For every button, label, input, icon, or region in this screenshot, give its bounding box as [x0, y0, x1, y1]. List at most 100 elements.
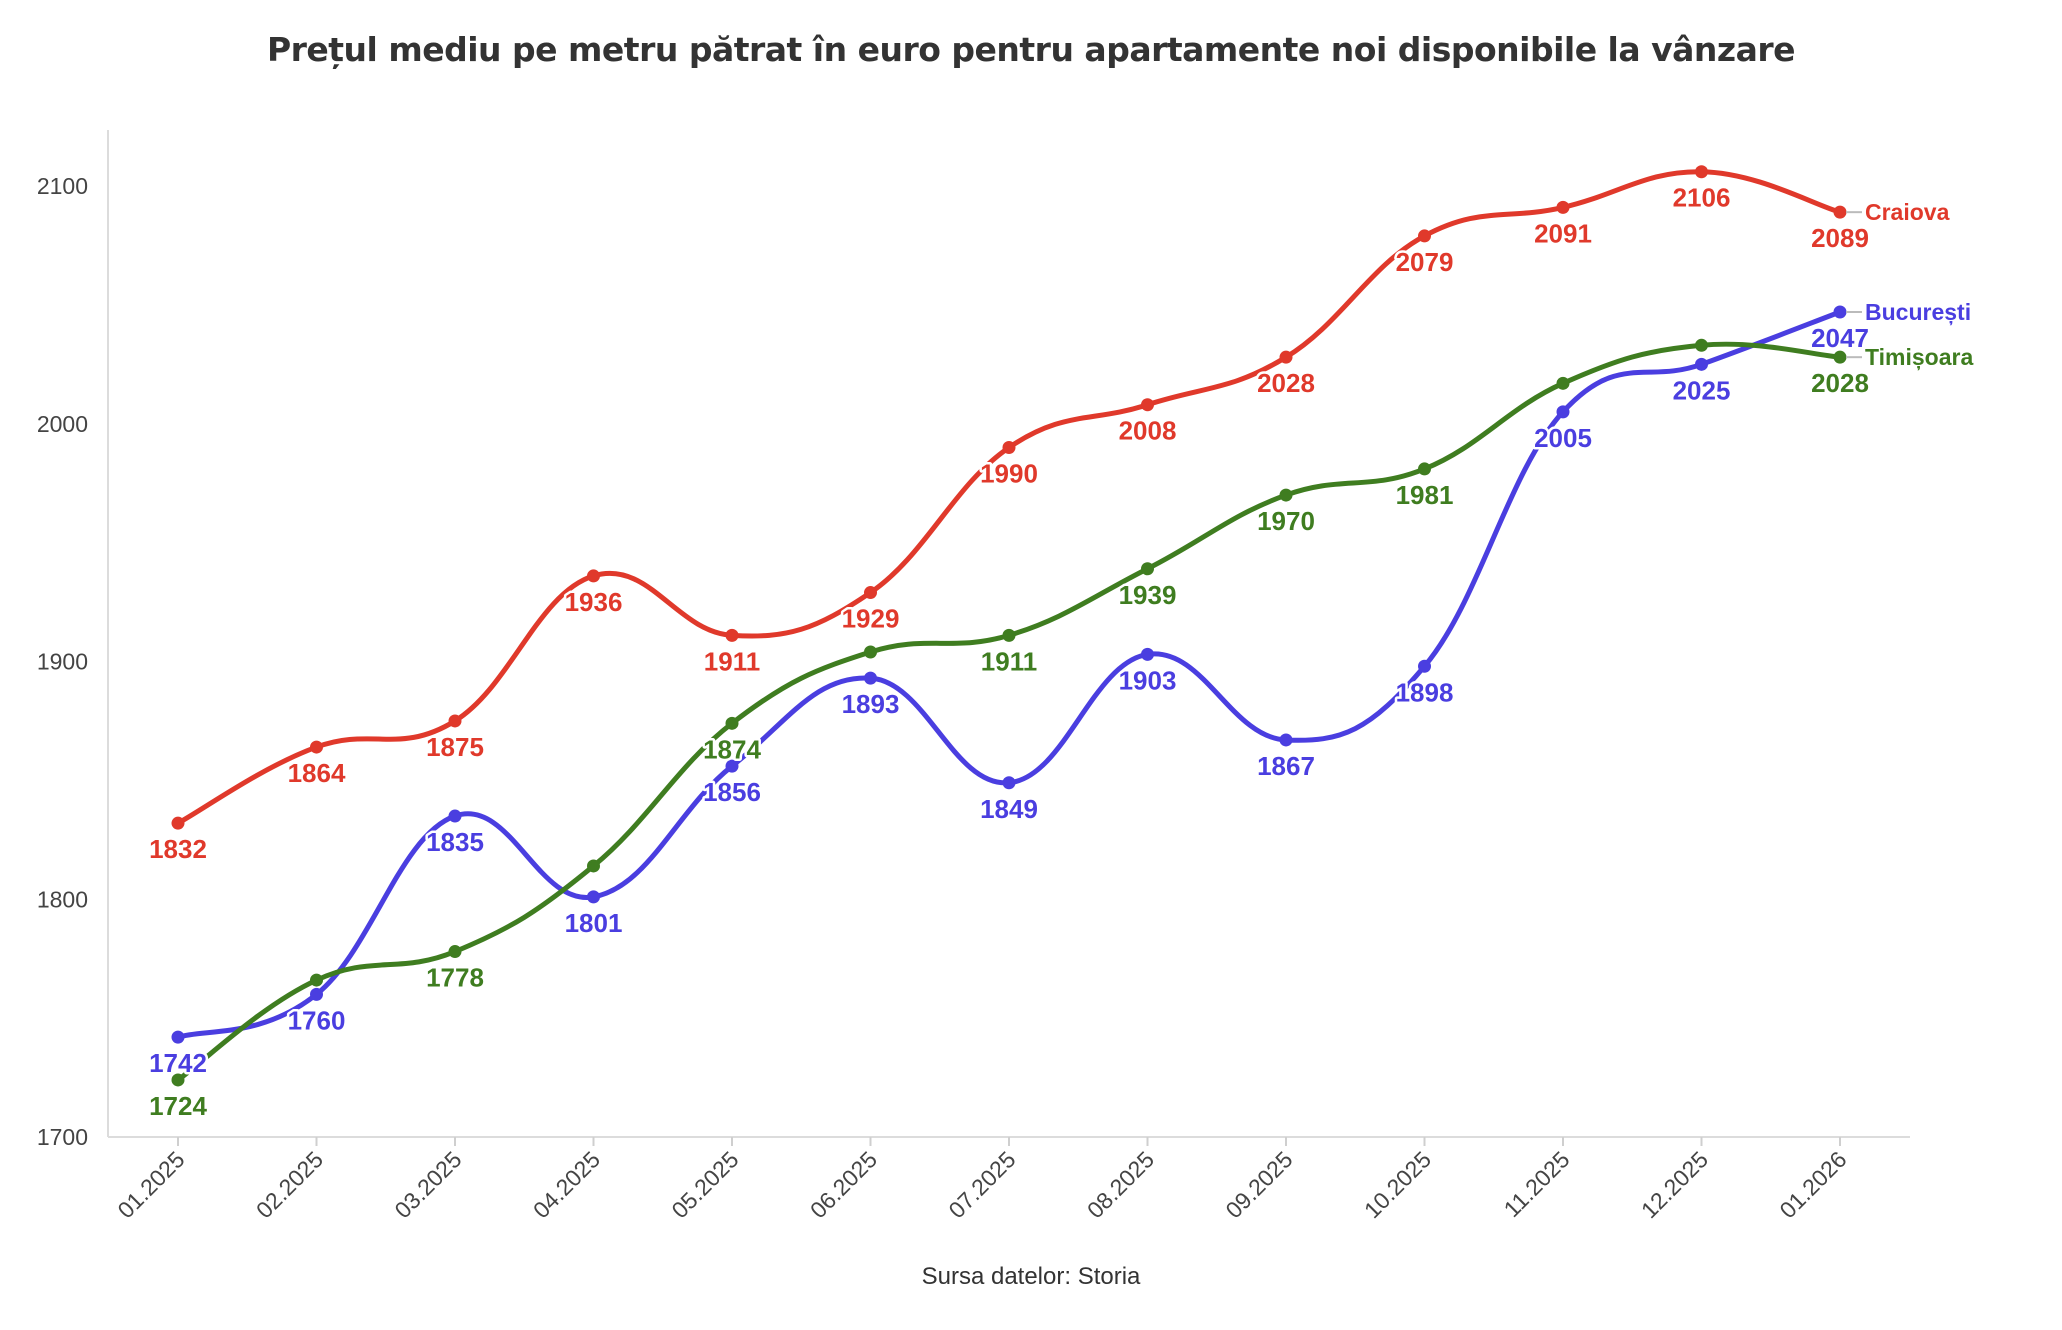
chart-source: Sursa datelor: Storia [921, 1263, 1141, 1290]
x-tick-label: 01.2025 [112, 1146, 189, 1223]
data-point-bucuresti [1279, 733, 1293, 747]
data-point-bucuresti [1418, 659, 1431, 673]
data-point-craiova [587, 569, 600, 583]
x-tick-label: 04.2025 [528, 1146, 605, 1223]
data-point-bucuresti [587, 890, 600, 904]
data-label-craiova: 2091 [1534, 218, 1592, 248]
data-label-bucuresti: 1801 [565, 908, 623, 938]
series-name-bucuresti: București [1865, 299, 1971, 326]
data-label-craiova: 1875 [426, 732, 484, 762]
x-tick-label: 10.2025 [1359, 1146, 1436, 1223]
x-tick-label: 02.2025 [251, 1146, 328, 1223]
data-point-craiova [1556, 200, 1570, 214]
data-label-bucuresti: 2025 [1673, 375, 1731, 405]
y-tick-label: 1800 [37, 886, 88, 912]
series-name-timisoara: Timișoara [1865, 344, 1973, 371]
data-point-craiova [1141, 398, 1154, 412]
data-point-bucuresti [1833, 305, 1847, 319]
data-point-craiova [1418, 229, 1431, 243]
data-label-craiova: 1936 [565, 587, 623, 617]
data-label-craiova: 2106 [1673, 183, 1731, 213]
chart-title: Prețul mediu pe metru pătrat în euro pen… [266, 30, 1796, 69]
series-points [171, 165, 1847, 1087]
data-point-craiova [171, 816, 185, 830]
data-label-timisoara: 1724 [149, 1091, 207, 1121]
data-label-bucuresti: 1760 [288, 1005, 346, 1035]
data-point-timisoara [725, 716, 739, 730]
data-point-craiova [725, 628, 739, 642]
data-point-bucuresti [1002, 776, 1016, 790]
x-tick-label: 05.2025 [666, 1146, 743, 1223]
data-label-craiova: 1864 [288, 758, 346, 788]
data-point-bucuresti [725, 759, 739, 773]
data-label-bucuresti: 2047 [1811, 323, 1869, 353]
data-point-craiova [1279, 350, 1293, 364]
data-point-bucuresti [864, 671, 877, 685]
data-point-craiova [864, 586, 877, 600]
x-tick-label: 12.2025 [1636, 1146, 1713, 1223]
data-label-timisoara: 1970 [1257, 506, 1315, 536]
data-point-timisoara [1556, 376, 1570, 390]
data-label-timisoara: 1874 [703, 734, 761, 764]
series-lines [175, 169, 1843, 1083]
axes: 1700 1800 1900 2000 2100 01.2025 02.2025 03.202… [37, 130, 1910, 1223]
data-label-timisoara: 1939 [1119, 580, 1177, 610]
data-label-craiova: 2089 [1811, 223, 1869, 253]
data-point-timisoara [1695, 338, 1708, 352]
data-point-timisoara [864, 645, 877, 659]
data-label-bucuresti: 1849 [980, 794, 1038, 824]
data-point-craiova [310, 740, 323, 754]
x-tick-label: 07.2025 [943, 1146, 1020, 1223]
data-point-timisoara [171, 1073, 185, 1087]
data-point-bucuresti [1141, 647, 1154, 661]
data-labels: 1832 1864 1875 1936 1911 1929 1990 2008 2028 2079… [147, 180, 1976, 1123]
data-label-timisoara: 1981 [1396, 480, 1454, 510]
x-tick-label: 06.2025 [805, 1146, 882, 1223]
data-label-timisoara: 1911 [981, 646, 1037, 676]
data-point-bucuresti [448, 809, 462, 823]
x-tick-label: 11.2025 [1499, 1146, 1575, 1222]
data-point-craiova [1002, 441, 1016, 455]
y-tick-label: 2100 [37, 173, 88, 199]
data-label-craiova: 2028 [1257, 368, 1315, 398]
data-label-craiova: 2008 [1119, 416, 1177, 446]
data-label-bucuresti: 1835 [426, 827, 484, 857]
y-tick-label: 1900 [37, 649, 88, 675]
x-tick-label: 08.2025 [1082, 1146, 1159, 1223]
data-point-timisoara [1141, 562, 1154, 576]
x-tick-label: 03.2025 [389, 1146, 466, 1223]
data-point-craiova [448, 714, 462, 728]
data-point-bucuresti [310, 987, 323, 1001]
data-label-bucuresti: 1742 [149, 1048, 207, 1078]
data-label-timisoara: 2028 [1811, 368, 1869, 398]
data-label-timisoara: 1778 [426, 963, 484, 993]
data-label-bucuresti: 1856 [703, 777, 761, 807]
data-point-craiova [1833, 205, 1847, 219]
data-label-craiova: 1832 [149, 834, 207, 864]
data-point-craiova [1695, 165, 1708, 179]
series-name-craiova: Craiova [1865, 199, 1950, 225]
data-point-timisoara [1279, 488, 1293, 502]
x-tick-label: 09.2025 [1220, 1146, 1297, 1223]
data-point-timisoara [1833, 350, 1847, 364]
data-label-bucuresti: 1898 [1396, 677, 1454, 707]
y-tick-label: 2000 [37, 411, 88, 437]
x-tick-label: 01.2026 [1774, 1146, 1851, 1223]
series-line-craiova [175, 169, 1843, 826]
data-label-craiova: 1990 [980, 459, 1038, 489]
y-tick-label: 1700 [37, 1124, 88, 1150]
data-label-bucuresti: 1903 [1119, 665, 1177, 695]
data-point-timisoara [448, 945, 462, 959]
data-point-bucuresti [171, 1030, 185, 1044]
data-label-craiova: 1911 [704, 646, 760, 676]
data-label-bucuresti: 2005 [1534, 423, 1592, 453]
data-label-bucuresti: 1893 [842, 689, 900, 719]
data-point-timisoara [310, 973, 323, 987]
data-label-craiova: 2079 [1396, 247, 1454, 277]
data-point-timisoara [1002, 628, 1016, 642]
data-label-craiova: 1929 [842, 604, 900, 634]
data-point-bucuresti [1556, 405, 1570, 419]
data-point-timisoara [1418, 462, 1431, 476]
data-point-timisoara [587, 859, 600, 873]
